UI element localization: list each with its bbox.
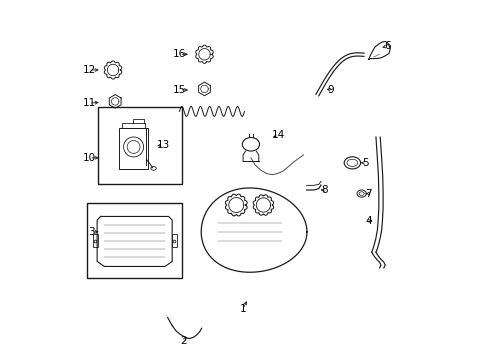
Bar bbox=[87, 203, 182, 278]
Text: 16: 16 bbox=[172, 49, 186, 59]
Bar bbox=[92, 234, 97, 247]
Text: 11: 11 bbox=[82, 98, 96, 108]
Text: 12: 12 bbox=[82, 65, 96, 75]
Text: 9: 9 bbox=[327, 85, 334, 95]
Text: 15: 15 bbox=[172, 85, 186, 95]
Bar bbox=[171, 234, 177, 247]
Text: 13: 13 bbox=[156, 140, 169, 150]
Text: 5: 5 bbox=[361, 158, 368, 168]
Text: 10: 10 bbox=[82, 153, 96, 163]
Bar bbox=[98, 107, 182, 184]
Bar bbox=[119, 129, 147, 170]
Text: 4: 4 bbox=[365, 216, 371, 226]
Text: 1: 1 bbox=[239, 304, 245, 314]
Text: 3: 3 bbox=[88, 227, 95, 237]
Text: 6: 6 bbox=[383, 41, 390, 51]
Bar bbox=[122, 123, 145, 129]
Text: 8: 8 bbox=[321, 185, 327, 195]
Text: 7: 7 bbox=[365, 189, 371, 199]
Text: 14: 14 bbox=[272, 130, 285, 140]
Text: 2: 2 bbox=[180, 336, 187, 346]
